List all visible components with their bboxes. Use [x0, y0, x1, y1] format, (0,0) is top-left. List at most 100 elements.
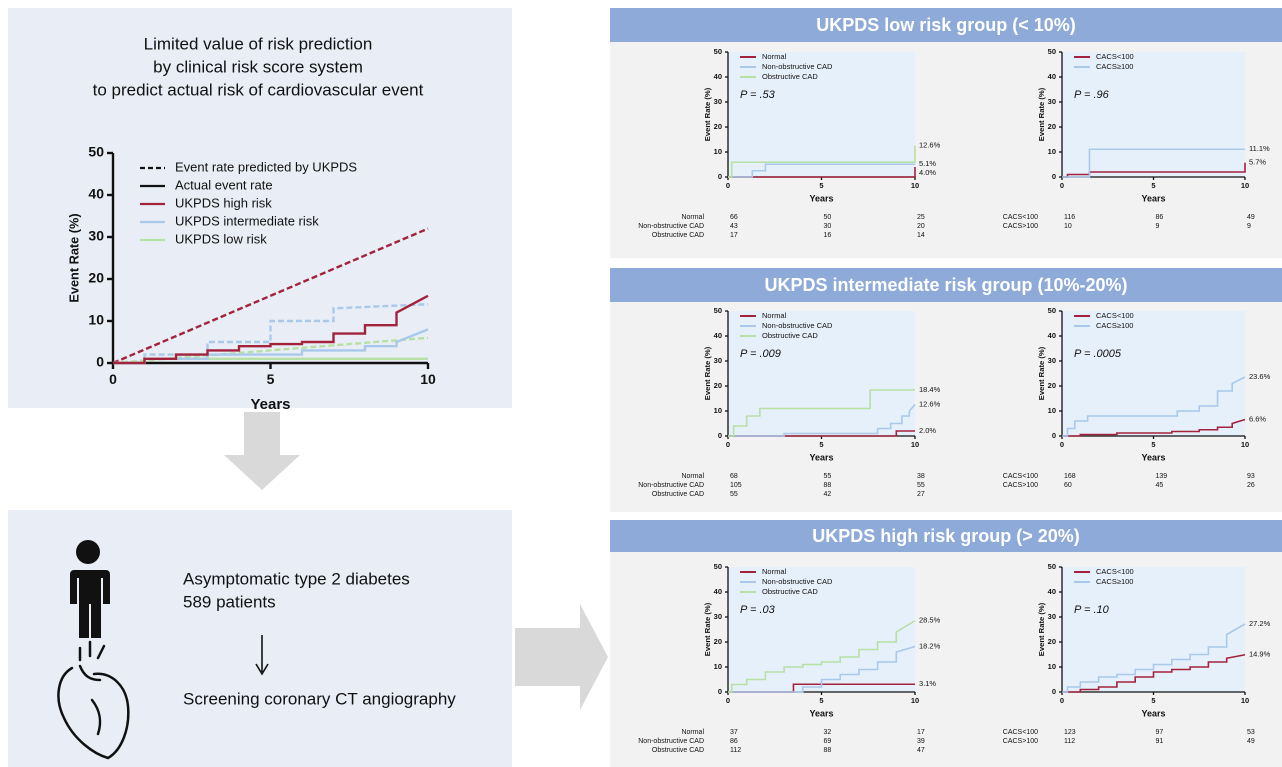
- y-tick-label: 10: [1048, 147, 1056, 156]
- x-axis-label: Years: [1141, 708, 1165, 718]
- x-axis-label: Years: [809, 452, 833, 462]
- page: {"summary": {"title_lines": ["Limited va…: [0, 0, 1282, 767]
- y-tick-label: 0: [1052, 687, 1056, 696]
- y-tick-label: 50: [714, 562, 722, 571]
- x-tick-label: 10: [911, 181, 919, 190]
- at-risk-count: 20: [917, 223, 925, 230]
- x-tick-label: 10: [420, 371, 436, 387]
- y-tick-label: 0: [1052, 172, 1056, 181]
- y-axis-label: Event Rate (%): [1037, 602, 1046, 656]
- y-tick-label: 0: [718, 687, 722, 696]
- x-tick-label: 0: [726, 440, 730, 449]
- y-tick-label: 50: [714, 306, 722, 315]
- p-value: P = .009: [740, 348, 781, 360]
- x-tick-label: 5: [819, 440, 823, 449]
- at-risk-count: 43: [730, 223, 738, 230]
- at-risk-label: Normal: [681, 729, 704, 736]
- at-risk-count: 37: [730, 729, 738, 736]
- y-tick-label: 50: [714, 47, 722, 56]
- at-risk-count: 38: [917, 473, 925, 480]
- at-risk-label: Obstructive CAD: [652, 747, 704, 754]
- p-value: P = .10: [1074, 604, 1110, 616]
- at-risk-label: CACS<100: [1003, 214, 1038, 221]
- at-risk-count: 25: [917, 214, 925, 221]
- y-tick-label: 20: [1048, 381, 1056, 390]
- summary-title: by clinical risk score system: [153, 57, 363, 76]
- y-tick-label: 10: [714, 406, 722, 415]
- y-tick-label: 20: [1048, 122, 1056, 131]
- at-risk-count: 69: [824, 738, 832, 745]
- x-tick-label: 0: [726, 181, 730, 190]
- at-risk-count: 9: [1156, 223, 1160, 230]
- p-value: P = .03: [740, 604, 776, 616]
- summary-title: Limited value of risk prediction: [144, 34, 373, 53]
- legend-label: Normal: [762, 567, 787, 576]
- end-label: 5.1%: [919, 159, 936, 168]
- x-tick-label: 10: [911, 696, 919, 705]
- at-risk-label: CACS>100: [1003, 738, 1038, 745]
- y-tick-label: 20: [714, 637, 722, 646]
- at-risk-count: 60: [1064, 482, 1072, 489]
- y-tick-label: 20: [88, 270, 104, 286]
- at-risk-count: 55: [824, 473, 832, 480]
- x-axis-label: Years: [1141, 193, 1165, 203]
- plot-area: [1062, 311, 1245, 436]
- at-risk-label: CACS>100: [1003, 223, 1038, 230]
- y-axis-label: Event Rate (%): [1037, 346, 1046, 400]
- at-risk-count: 50: [824, 214, 832, 221]
- at-risk-count: 97: [1156, 729, 1164, 736]
- y-tick-label: 40: [1048, 331, 1056, 340]
- end-label: 18.4%: [919, 385, 941, 394]
- at-risk-count: 39: [917, 738, 925, 745]
- at-risk-label: Normal: [681, 473, 704, 480]
- legend-label: CACS≥100: [1096, 62, 1133, 71]
- at-risk-count: 49: [1247, 214, 1255, 221]
- at-risk-count: 49: [1247, 738, 1255, 745]
- y-tick-label: 30: [1048, 356, 1056, 365]
- study-text: Screening coronary CT angiography: [183, 689, 456, 708]
- figure: Limited value of risk prediction by clin…: [0, 0, 1282, 767]
- legend-label: CACS<100: [1096, 567, 1134, 576]
- at-risk-label: Non-obstructive CAD: [638, 738, 704, 745]
- at-risk-count: 66: [730, 214, 738, 221]
- at-risk-count: 42: [824, 491, 832, 498]
- summary-title: to predict actual risk of cardiovascular…: [93, 80, 424, 99]
- y-tick-label: 10: [714, 662, 722, 671]
- at-risk-count: 112: [1064, 738, 1075, 745]
- y-axis-label: Event Rate (%): [703, 87, 712, 141]
- at-risk-label: Normal: [681, 214, 704, 221]
- right-arrow: [515, 604, 608, 710]
- x-tick-label: 0: [109, 371, 117, 387]
- at-risk-count: 168: [1064, 473, 1076, 480]
- end-label: 4.0%: [919, 168, 936, 177]
- at-risk-count: 88: [824, 482, 832, 489]
- at-risk-count: 112: [730, 747, 741, 754]
- y-tick-label: 0: [96, 354, 104, 370]
- x-tick-label: 10: [1241, 181, 1249, 190]
- p-value: P = .53: [740, 89, 776, 101]
- y-tick-label: 20: [714, 122, 722, 131]
- legend-label: Non-obstructive CAD: [762, 62, 833, 71]
- group-title: UKPDS high risk group (> 20%): [812, 526, 1080, 546]
- at-risk-count: 68: [730, 473, 738, 480]
- y-tick-label: 10: [1048, 662, 1056, 671]
- at-risk-count: 45: [1156, 482, 1164, 489]
- y-tick-label: 10: [714, 147, 722, 156]
- end-label: 2.0%: [919, 426, 936, 435]
- x-tick-label: 5: [1151, 181, 1155, 190]
- y-tick-label: 40: [714, 331, 722, 340]
- at-risk-label: Non-obstructive CAD: [638, 482, 704, 489]
- y-tick-label: 30: [1048, 612, 1056, 621]
- at-risk-count: 17: [917, 729, 925, 736]
- x-axis-label: Years: [1141, 452, 1165, 462]
- at-risk-count: 86: [1156, 214, 1164, 221]
- end-label: 12.6%: [919, 140, 941, 149]
- at-risk-label: Obstructive CAD: [652, 491, 704, 498]
- at-risk-count: 16: [824, 232, 832, 239]
- at-risk-count: 32: [824, 729, 832, 736]
- at-risk-label: Non-obstructive CAD: [638, 223, 704, 230]
- at-risk-count: 123: [1064, 729, 1076, 736]
- y-axis-label: Event Rate (%): [1037, 87, 1046, 141]
- legend-label: UKPDS low risk: [175, 231, 267, 246]
- end-label: 23.6%: [1249, 372, 1271, 381]
